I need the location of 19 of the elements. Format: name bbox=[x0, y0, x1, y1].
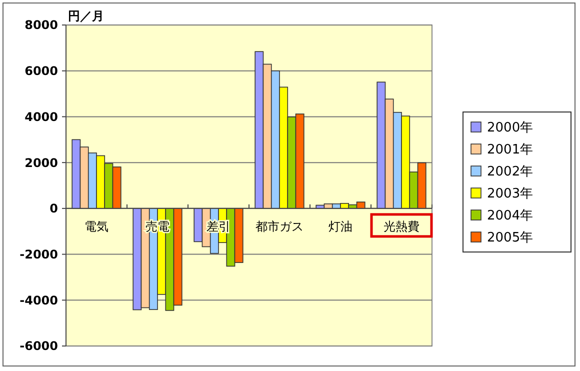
y-tick-label: 6000 bbox=[24, 64, 58, 78]
legend-label: 2001年 bbox=[487, 142, 534, 158]
y-tick-label: 0 bbox=[50, 202, 58, 216]
y-axis-title: 円／月 bbox=[68, 9, 104, 23]
legend-label: 2005年 bbox=[487, 230, 534, 246]
x-tick-label: 光熱費 bbox=[384, 219, 420, 234]
y-tick-label: -4000 bbox=[20, 293, 58, 308]
legend-label: 2000年 bbox=[487, 120, 534, 136]
y-tick-label: 2000 bbox=[24, 156, 58, 170]
legend-label: 2003年 bbox=[487, 186, 534, 202]
y-tick-label: -2000 bbox=[20, 247, 58, 262]
legend-label: 2002年 bbox=[487, 164, 534, 180]
y-tick-label: 8000 bbox=[24, 18, 58, 32]
x-tick-label: 灯油 bbox=[328, 219, 352, 234]
legend-label: 2004年 bbox=[487, 208, 534, 224]
y-tick-label: -6000 bbox=[20, 339, 58, 354]
x-tick-label: 電気 bbox=[84, 219, 108, 234]
y-tick-label: 4000 bbox=[24, 110, 58, 124]
x-tick-label: 都市ガス bbox=[256, 219, 304, 234]
